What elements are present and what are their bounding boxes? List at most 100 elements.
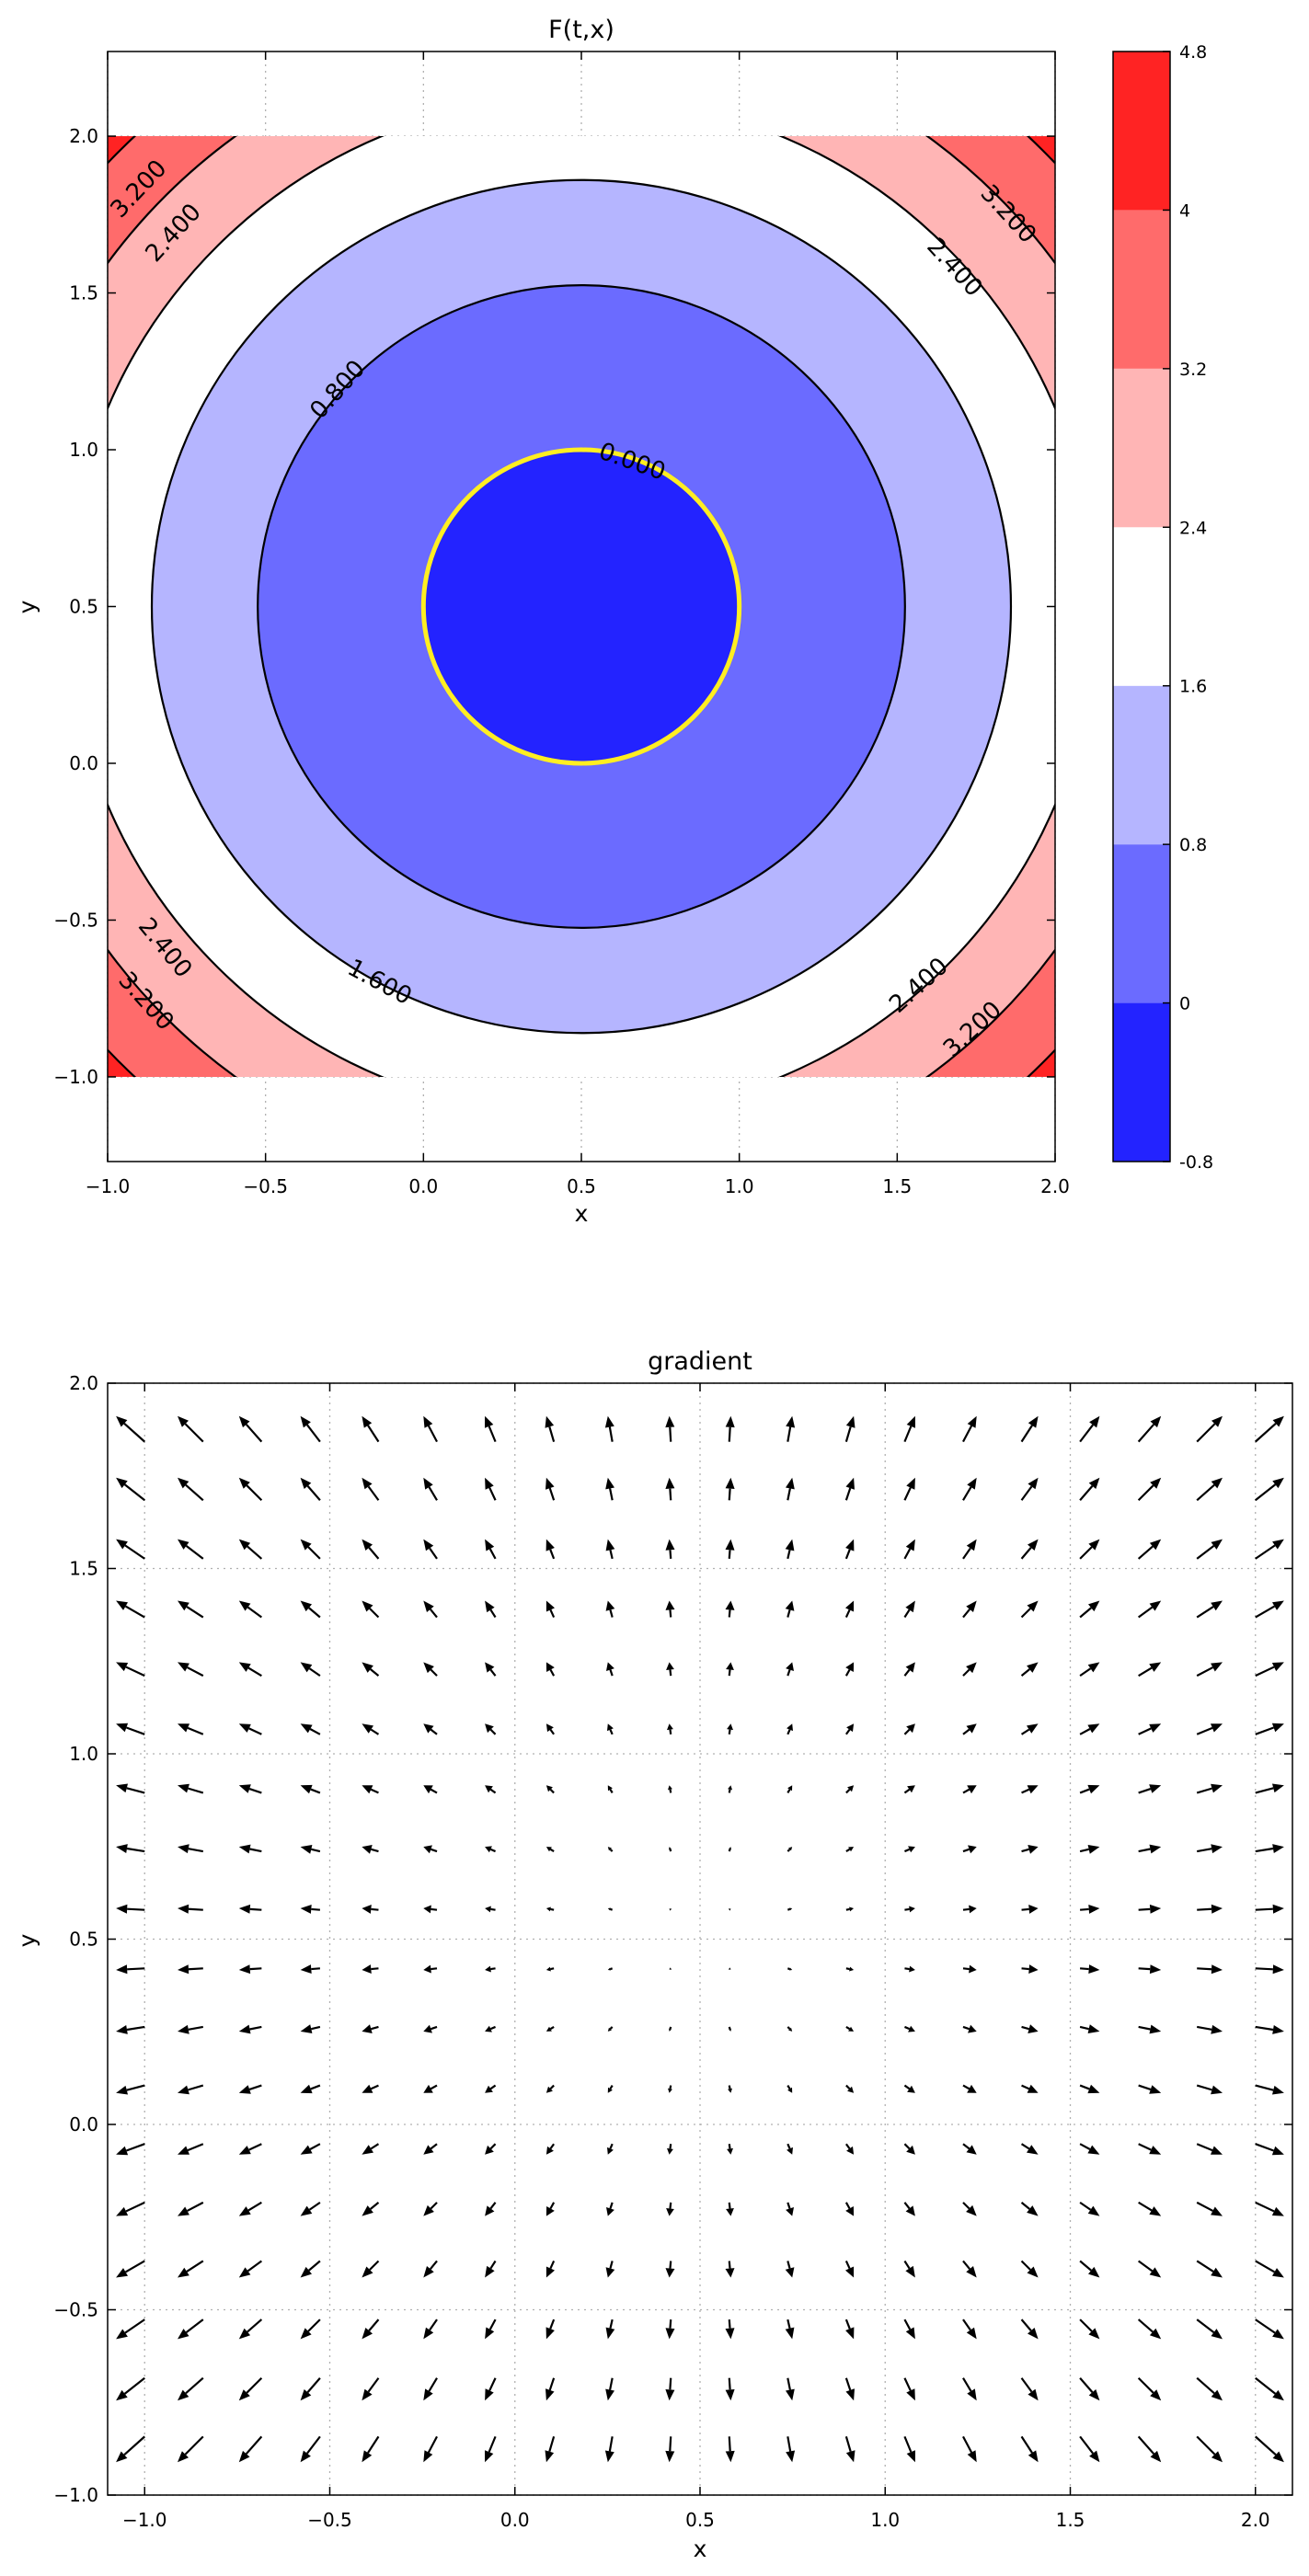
quiver-arrow (545, 1785, 555, 1794)
quiver-arrow (423, 2202, 438, 2216)
quiver-arrow (423, 1785, 438, 1794)
quiver-arrow (728, 2026, 731, 2032)
quiver-arrow (665, 2377, 675, 2401)
quiver-chart: gradient −1.0 −0.5 0.0 0.5 1.0 1.5 2.0 −1.0 −0.5… (14, 1347, 1293, 2562)
quiver-arrow (300, 1662, 321, 1677)
quiver-arrow (962, 2084, 977, 2093)
quiver-arrow (1255, 1600, 1284, 1619)
quiver-arrow (423, 1477, 438, 1501)
quiver-arrow (238, 2260, 263, 2278)
quiver-arrow (300, 1964, 320, 1974)
quiver-arrow (116, 1723, 145, 1735)
quiver-arrow (1196, 1783, 1223, 1794)
quiver-arrow (545, 2261, 556, 2278)
quiver-arrow (665, 1415, 675, 1442)
quiver-arrow (785, 2318, 795, 2340)
quiver-arrow (1137, 1415, 1162, 1443)
quiver-arrow (423, 1845, 438, 1854)
quiver-arrow (1196, 2143, 1223, 2155)
quiver-arrow (423, 1539, 438, 1560)
quiver-arrow (362, 2260, 380, 2278)
quiver-arrow (178, 1844, 203, 1854)
quiver-arrow (1196, 1600, 1223, 1619)
quiver-arrow (845, 1847, 855, 1852)
quiver-arrow (1255, 1723, 1284, 1735)
quiver-arrow (1196, 2318, 1223, 2340)
quiver-ticks: −1.0 −0.5 0.0 0.5 1.0 1.5 2.0 −1.0 −0.5 0.0 0.5 1.0… (53, 1372, 1292, 2531)
quiver-arrow (903, 1539, 915, 1560)
quiver-arrow (904, 1965, 915, 1973)
quiver-arrow (729, 2494, 730, 2495)
colorbar-segment (1113, 527, 1170, 686)
colorbar-tick-label: 4.8 (1179, 42, 1207, 63)
quiver-arrow (485, 2260, 497, 2278)
colorbar-segment (1113, 52, 1170, 211)
quiver-arrow (238, 1784, 262, 1794)
quiver-arrow (666, 1662, 674, 1677)
quiver-arrow (362, 1964, 379, 1974)
quiver-arrow (845, 1906, 855, 1912)
quiver-arrow (545, 1906, 555, 1912)
quiver-arrow (485, 1723, 497, 1735)
colorbar-tick-label: 3.2 (1179, 360, 1207, 380)
quiver-arrow (545, 1966, 555, 1972)
quiver-arrow (1196, 1662, 1223, 1677)
quiver-arrow (545, 1477, 556, 1501)
quiver-arrow (962, 1477, 977, 1501)
y-tick-label: 0.5 (69, 1929, 98, 1951)
y-tick-label: −1.0 (53, 2484, 98, 2506)
quiver-arrow (844, 2202, 855, 2216)
quiver-arrow (726, 1662, 734, 1677)
quiver-arrow (423, 2377, 438, 2401)
quiver-arrow (1255, 1662, 1284, 1677)
quiver-arrow (1138, 1662, 1162, 1677)
y-tick-label: 2.0 (69, 125, 98, 147)
quiver-arrow (962, 2494, 965, 2495)
quiver-arrows (116, 1383, 1284, 2495)
quiver-arrow (1020, 1600, 1039, 1619)
quiver-arrow (665, 2261, 675, 2278)
quiver-arrow (665, 1539, 675, 1559)
x-tick-label: 2.0 (1040, 1175, 1070, 1197)
quiver-arrow (238, 1662, 262, 1677)
quiver-arrow (1138, 1964, 1162, 1975)
quiver-arrow (423, 1662, 438, 1677)
quiver-arrow (116, 2435, 145, 2463)
quiver-arrow (962, 1415, 977, 1443)
quiver-arrow (607, 1723, 614, 1735)
quiver-arrow (1020, 1662, 1039, 1677)
quiver-arrow (844, 1415, 855, 1442)
x-tick-label: −0.5 (243, 1175, 288, 1197)
quiver-arrow (485, 1477, 497, 1501)
quiver-arrow (116, 2201, 145, 2216)
y-tick-label: 2.0 (69, 1372, 98, 1394)
quiver-arrow (1021, 1905, 1039, 1914)
quiver-arrow (845, 2494, 848, 2495)
quiver-arrow (178, 1477, 204, 1502)
quiver-arrow (116, 2084, 145, 2095)
quiver-arrow (727, 1723, 733, 1735)
quiver-arrow (1020, 2143, 1039, 2155)
quiver-arrow (1138, 1904, 1162, 1914)
quiver-title: gradient (648, 1347, 752, 1376)
quiver-arrow (300, 1845, 321, 1854)
quiver-arrow (377, 1383, 379, 1384)
quiver-arrow (300, 2084, 321, 2094)
quiver-arrow (238, 1904, 262, 1914)
quiver-arrow (1137, 1477, 1162, 1502)
quiver-arrow (1021, 2084, 1039, 2093)
quiver-arrow (1255, 1783, 1284, 1794)
quiver-arrow (962, 1383, 965, 1384)
quiver-arrow (604, 2436, 614, 2463)
quiver-arrow (238, 1415, 263, 1443)
quiver-arrow (238, 1844, 262, 1854)
quiver-arrow (423, 2084, 438, 2093)
quiver-arrow (785, 1539, 795, 1560)
quiver-arrow (669, 1847, 672, 1852)
quiver-arrow (318, 1383, 320, 1384)
quiver-arrow (845, 1383, 848, 1384)
quiver-arrow (787, 1383, 789, 1384)
quiver-arrow (1255, 2143, 1284, 2156)
quiver-arrow (787, 2085, 793, 2093)
quiver-arrow (1138, 1383, 1141, 1384)
